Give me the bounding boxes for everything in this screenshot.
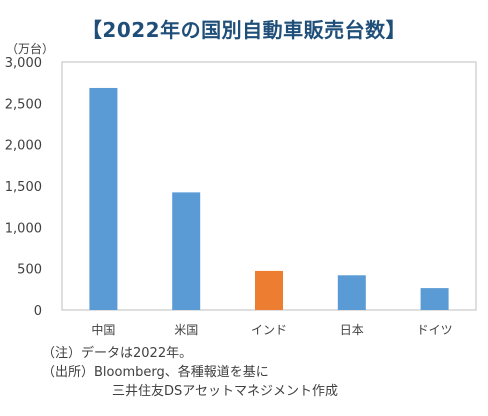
y-axis-ticks: 0 500 1,000 1,500 2,000 2,500 3,000 [5,56,42,319]
note-data-year: （注）データは2022年。 [42,346,193,361]
bar [172,192,201,310]
y-tick-label: 2,500 [5,97,42,112]
y-tick-label: 3,000 [5,56,42,71]
bar [89,87,118,310]
y-tick-label: 1,000 [5,221,42,236]
y-tick-label: 500 [17,263,42,278]
note-author: 三井住友DSアセットマネジメント作成 [112,384,339,399]
footnotes: （注）データは2022年。 （出所）Bloomberg、各種報道を基に 三井住友… [42,344,338,401]
x-tick-label: 米国 [174,323,198,337]
note-source: （出所）Bloomberg、各種報道を基に [42,365,269,380]
bars [89,87,449,310]
x-tick-label: インド [251,323,287,337]
bar [420,288,449,310]
y-tick-label: 2,000 [5,139,42,154]
x-tick-label: 中国 [91,322,115,337]
chart-title: 【2022年の国別自動車販売台数】 [81,18,407,42]
y-tick-label: 0 [34,304,42,319]
x-tick-label: 日本 [340,323,364,337]
x-tick-label: ドイツ [417,323,453,337]
y-tick-label: 1,500 [5,180,42,195]
y-axis-unit-label: （万台） [6,41,54,56]
bar [337,275,366,310]
x-axis-labels: 中国 米国 インド 日本 ドイツ [91,322,452,337]
bar [255,270,283,310]
